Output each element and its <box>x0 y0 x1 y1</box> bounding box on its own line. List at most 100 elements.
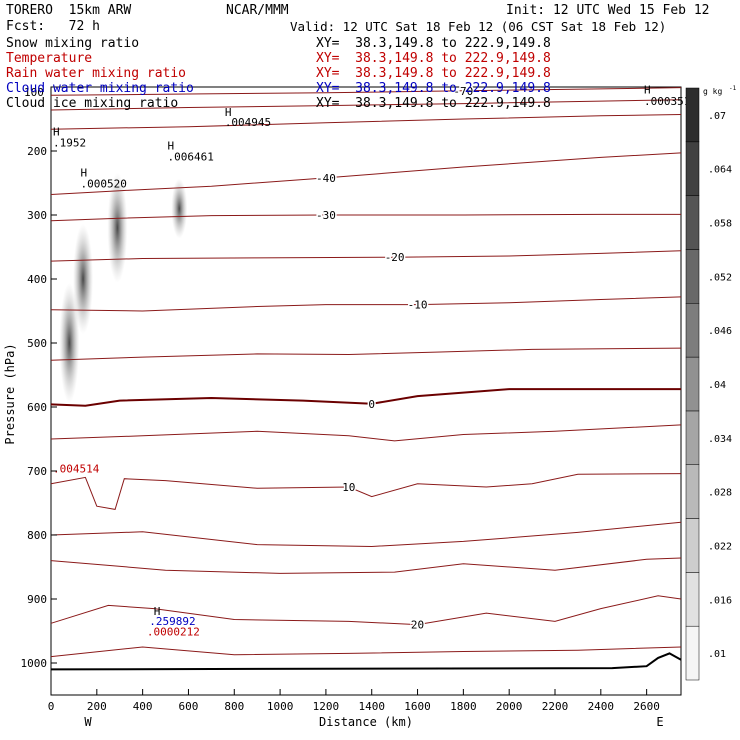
y-tick-label-8: 1000 <box>21 657 48 670</box>
x-tick-label-12: 2400 <box>588 700 615 713</box>
annotation-8: H <box>53 126 60 139</box>
colorbar-cell-7 <box>685 249 700 304</box>
temp-contour-3 <box>50 152 682 195</box>
field-name-3: Cloud water mixing ratio <box>6 81 194 96</box>
y-tick-label-3: 500 <box>27 337 47 350</box>
colorbar-label-6: .046 <box>708 326 732 337</box>
colorbar-label-9: .064 <box>708 165 732 176</box>
x-tick-label-1: 200 <box>87 700 107 713</box>
x-tick-label-10: 2000 <box>496 700 523 713</box>
temp-contour-label-4: -30 <box>316 209 336 222</box>
temp-contour-label-13: 20 <box>411 619 424 632</box>
temp-contour-9 <box>50 424 682 442</box>
temp-contour-10 <box>50 473 682 510</box>
annotation-9: .1952 <box>53 137 86 150</box>
x-axis: 0 200 400 600 800 1000 1200 1400 1600 1800 2000 220… <box>48 689 660 713</box>
y-tick-label-0: 200 <box>27 145 47 158</box>
field-xy-4: XY= 38.3,149.8 to 222.9,149.8 <box>316 96 551 111</box>
temperature-contours: -70 -40 -30 -20 -10 0 10 20 <box>50 83 682 658</box>
colorbar-label-0: .01 <box>708 649 726 660</box>
valid-time: Valid: 12 UTC Sat 18 Feb 12 (06 CST Sat … <box>290 19 667 34</box>
colorbar-label-8: .058 <box>708 219 732 230</box>
shading-blob-0 <box>107 172 128 283</box>
colorbar-label-1: .016 <box>708 595 732 606</box>
annotation-1: .000351 <box>644 95 690 108</box>
annotation-6: H <box>225 106 232 119</box>
shading-blob-3 <box>73 224 94 334</box>
temp-contour-1 <box>50 99 682 111</box>
temp-contour-label-5: -20 <box>385 251 405 264</box>
x-tick-label-13: 2600 <box>633 700 660 713</box>
temp-contour-5 <box>50 250 682 262</box>
annotation-10: .004514 <box>53 462 100 475</box>
x-tick-label-4: 800 <box>224 700 244 713</box>
shading-blob-2 <box>59 283 80 403</box>
field-name-4: Cloud ice mixing ratio <box>6 96 179 111</box>
y-axis: 200 300 400 500 600 700 800 900 1000 100 <box>21 86 57 670</box>
temp-contour-label-10: 10 <box>342 481 355 494</box>
colorbar-label-5: .04 <box>708 380 726 391</box>
plot-frame <box>50 86 682 696</box>
colorbar: .01 .016 .022 .028 .034 .04 .046 .052 .058 .064 .0… <box>685 85 737 681</box>
field-xy-1: XY= 38.3,149.8 to 222.9,149.8 <box>316 51 551 66</box>
colorbar-cell-2 <box>685 518 700 573</box>
annotation-3: .000520 <box>80 177 126 190</box>
y-axis-label: Pressure (hPa) <box>3 343 17 444</box>
temp-contour-label-8: 0 <box>368 398 375 411</box>
y-tick-label-2: 400 <box>27 273 47 286</box>
forecast-hour: Fcst: 72 h <box>6 19 100 34</box>
init-time: Init: 12 UTC Wed 15 Feb 12 <box>506 3 710 18</box>
temp-contour-12 <box>50 557 682 574</box>
colorbar-cell-8 <box>685 195 700 250</box>
y-top-label: 100 <box>24 86 44 99</box>
colorbar-unit: g kg <box>703 87 722 96</box>
colorbar-cell-5 <box>685 356 700 412</box>
x-tick-label-8: 1600 <box>404 700 431 713</box>
temp-contour-14 <box>50 646 682 658</box>
temp-contour-11 <box>50 521 682 548</box>
colorbar-cell-0 <box>685 625 700 681</box>
colorbar-label-7: .052 <box>708 272 732 283</box>
field-name-2: Rain water mixing ratio <box>6 66 187 81</box>
colorbar-label-3: .028 <box>708 488 732 499</box>
temp-contour-7 <box>50 347 682 361</box>
colorbar-cell-4 <box>685 410 700 465</box>
annotation-13: .0000212 <box>147 625 200 638</box>
colorbar-unit-exp: -1 <box>729 85 737 92</box>
terrain-line <box>50 652 682 671</box>
y-tick-label-7: 900 <box>27 593 47 606</box>
annotation-0: H <box>644 83 651 96</box>
x-end-west: W <box>84 715 92 729</box>
temp-contour-label-6: -10 <box>408 299 428 312</box>
temp-contour-4 <box>50 213 681 222</box>
x-tick-label-3: 600 <box>179 700 199 713</box>
field-name-1: Temperature <box>6 51 93 66</box>
temp-contour-2 <box>50 114 682 130</box>
annotation-4: H <box>168 140 175 153</box>
annotation-2: H <box>80 167 87 180</box>
snow-shading <box>59 172 188 403</box>
y-tick-label-5: 700 <box>27 465 47 478</box>
colorbar-label-4: .034 <box>708 434 732 445</box>
temp-contour-6 <box>50 296 682 312</box>
x-tick-label-11: 2200 <box>542 700 569 713</box>
temp-contour-8 <box>50 388 681 407</box>
colorbar-cell-3 <box>685 464 700 519</box>
temp-contour-13 <box>50 595 682 626</box>
x-end-east: E <box>656 715 663 729</box>
y-tick-label-4: 600 <box>27 401 47 414</box>
shading-blob-1 <box>171 178 188 239</box>
field-xy-0: XY= 38.3,149.8 to 222.9,149.8 <box>316 36 551 51</box>
colorbar-cell-9 <box>685 141 700 196</box>
x-tick-label-6: 1200 <box>313 700 340 713</box>
colorbar-cell-1 <box>685 572 700 627</box>
colorbar-cell-6 <box>685 303 700 358</box>
field-xy-3: XY= 38.3,149.8 to 222.9,149.8 <box>316 81 551 96</box>
annotation-5: .006461 <box>168 151 214 164</box>
x-axis-label: Distance (km) <box>319 715 413 729</box>
terrain-path <box>50 652 682 671</box>
x-tick-label-9: 1800 <box>450 700 477 713</box>
center-title: NCAR/MMM <box>226 3 289 18</box>
colorbar-cell-10 <box>685 87 700 143</box>
colorbar-label-10: .07 <box>708 111 726 122</box>
